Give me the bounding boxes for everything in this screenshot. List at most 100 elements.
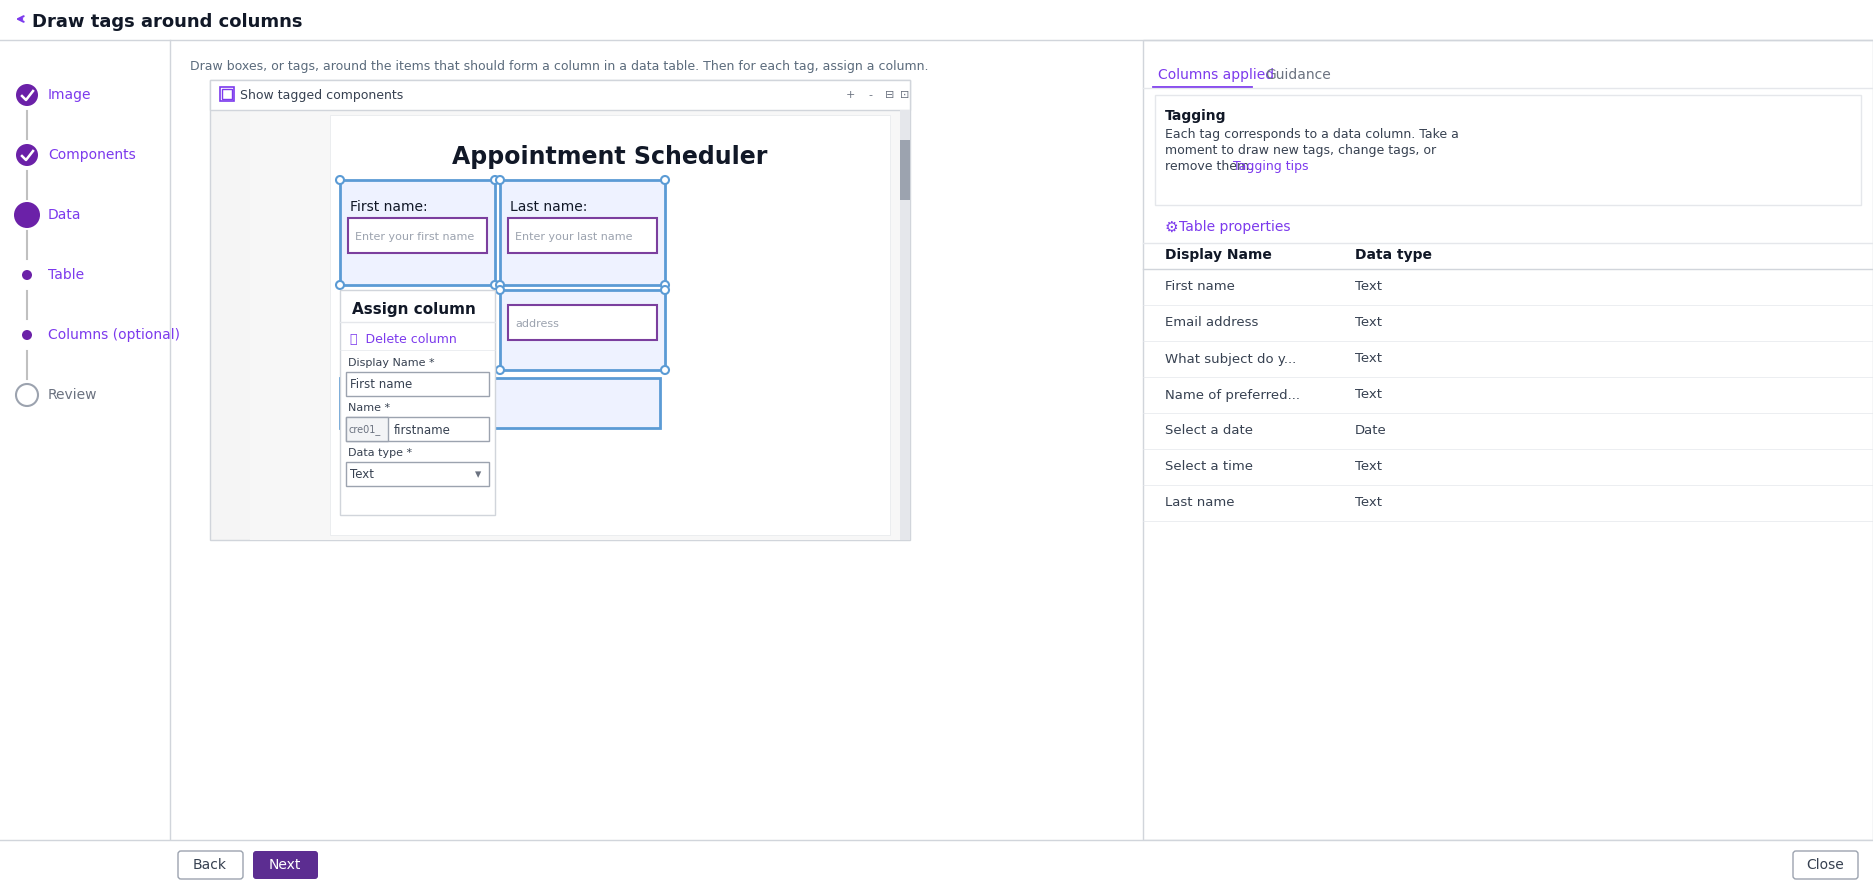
- Text: Columns (optional): Columns (optional): [49, 328, 180, 342]
- Bar: [0, 0, 1873, 40]
- Text: Enter your first name: Enter your first name: [356, 232, 474, 242]
- Text: Back: Back: [193, 858, 227, 872]
- Bar: [341, 180, 494, 285]
- Text: Text: Text: [1354, 388, 1382, 401]
- Text: Name *: Name *: [348, 403, 390, 413]
- Circle shape: [491, 281, 498, 289]
- Bar: [508, 305, 657, 340]
- Text: Guidance: Guidance: [1264, 68, 1330, 82]
- Text: ⊟: ⊟: [886, 90, 895, 100]
- Text: utor (if any): utor (if any): [341, 445, 414, 458]
- Text: cre01_: cre01_: [348, 424, 382, 436]
- Bar: [348, 218, 487, 253]
- Bar: [170, 40, 1129, 840]
- Text: Columns applied: Columns applied: [1158, 68, 1274, 82]
- Circle shape: [335, 281, 345, 289]
- Bar: [508, 218, 657, 253]
- Text: Text: Text: [1354, 353, 1382, 365]
- Text: First name: First name: [1165, 281, 1234, 294]
- Text: -: -: [867, 90, 873, 100]
- Bar: [219, 87, 234, 101]
- Bar: [500, 290, 665, 370]
- FancyBboxPatch shape: [253, 851, 318, 879]
- Bar: [1156, 95, 1862, 205]
- Text: +: +: [845, 90, 854, 100]
- Text: First name: First name: [350, 378, 412, 392]
- Text: Data type *: Data type *: [348, 448, 412, 458]
- Text: Text: Text: [1354, 496, 1382, 510]
- Text: Next: Next: [270, 858, 302, 872]
- Circle shape: [17, 84, 37, 106]
- Text: ▾: ▾: [476, 468, 481, 481]
- Circle shape: [17, 384, 37, 406]
- Text: Tagging: Tagging: [1165, 109, 1227, 123]
- Bar: [0, 40, 170, 840]
- Circle shape: [661, 286, 669, 294]
- Text: Text: Text: [1354, 317, 1382, 329]
- Text: Name of preferred...: Name of preferred...: [1165, 388, 1300, 401]
- Circle shape: [661, 281, 669, 289]
- Text: Close: Close: [1806, 858, 1843, 872]
- Circle shape: [496, 286, 504, 294]
- Text: Data type: Data type: [1354, 248, 1433, 262]
- Circle shape: [22, 330, 32, 340]
- Text: First name:: First name:: [350, 200, 427, 214]
- Bar: [210, 80, 910, 540]
- Circle shape: [13, 202, 39, 228]
- Text: Image: Image: [49, 88, 92, 102]
- Bar: [500, 180, 665, 285]
- Bar: [223, 89, 232, 99]
- Text: moment to draw new tags, change tags, or: moment to draw new tags, change tags, or: [1165, 144, 1437, 157]
- Text: Show tagged components: Show tagged components: [240, 89, 403, 101]
- Bar: [347, 372, 489, 396]
- Text: Components: Components: [49, 148, 135, 162]
- Text: Email address: Email address: [1165, 317, 1259, 329]
- Text: Each tag corresponds to a data column. Take a: Each tag corresponds to a data column. T…: [1165, 128, 1459, 141]
- Text: Display Name *: Display Name *: [348, 358, 435, 368]
- Text: Draw tags around columns: Draw tags around columns: [32, 13, 303, 31]
- Text: Date: Date: [1354, 424, 1386, 437]
- FancyBboxPatch shape: [178, 851, 243, 879]
- Text: Table: Table: [49, 268, 84, 282]
- Text: Table properties: Table properties: [1178, 220, 1290, 234]
- Text: Data: Data: [49, 208, 82, 222]
- Circle shape: [496, 176, 504, 184]
- Text: ⊡: ⊡: [901, 90, 910, 100]
- Text: address: address: [515, 319, 558, 329]
- Circle shape: [491, 176, 498, 184]
- Text: Last name: Last name: [1165, 496, 1234, 510]
- Text: Text: Text: [1354, 281, 1382, 294]
- FancyBboxPatch shape: [1792, 851, 1858, 879]
- Text: Text: Text: [350, 468, 375, 481]
- Bar: [341, 290, 494, 515]
- Bar: [210, 80, 910, 110]
- Text: Select a time: Select a time: [1165, 460, 1253, 473]
- Bar: [341, 378, 659, 428]
- Text: Appointment Scheduler: Appointment Scheduler: [451, 145, 768, 169]
- Text: 🗑  Delete column: 🗑 Delete column: [350, 333, 457, 346]
- Text: Text: Text: [1354, 460, 1382, 473]
- Text: Draw boxes, or tags, around the items that should form a column in a data table.: Draw boxes, or tags, around the items th…: [189, 60, 929, 73]
- Circle shape: [22, 270, 32, 280]
- Text: Review: Review: [49, 388, 97, 402]
- Text: Assign column: Assign column: [352, 302, 476, 317]
- Circle shape: [496, 281, 504, 289]
- Bar: [347, 462, 489, 486]
- Bar: [347, 417, 388, 441]
- Bar: [249, 110, 901, 540]
- Circle shape: [661, 176, 669, 184]
- Text: Enter your last name: Enter your last name: [515, 232, 633, 242]
- Bar: [901, 110, 910, 540]
- Text: u need help with?: u need help with?: [350, 395, 487, 410]
- Circle shape: [17, 144, 37, 166]
- Bar: [347, 417, 489, 441]
- Bar: [901, 140, 910, 200]
- Circle shape: [335, 176, 345, 184]
- Text: firstname: firstname: [393, 423, 451, 436]
- Text: ⚙: ⚙: [1165, 219, 1184, 234]
- Circle shape: [661, 366, 669, 374]
- Bar: [330, 115, 890, 535]
- Circle shape: [496, 366, 504, 374]
- Bar: [0, 840, 1873, 880]
- Text: Tagging tips: Tagging tips: [1232, 160, 1307, 173]
